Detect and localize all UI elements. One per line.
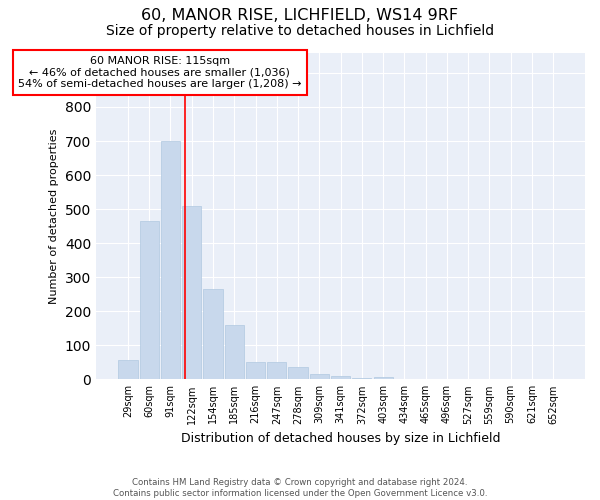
Text: 60 MANOR RISE: 115sqm
← 46% of detached houses are smaller (1,036)
54% of semi-d: 60 MANOR RISE: 115sqm ← 46% of detached … [18,56,302,89]
Bar [203,289,223,380]
Y-axis label: Number of detached properties: Number of detached properties [49,128,59,304]
Text: 60, MANOR RISE, LICHFIELD, WS14 9RF: 60, MANOR RISE, LICHFIELD, WS14 9RF [142,8,458,22]
Bar [310,374,329,380]
Bar [118,360,137,380]
Bar [161,141,180,380]
Bar [267,362,286,380]
Bar [289,368,308,380]
Bar [374,376,392,380]
Bar [352,378,371,380]
Bar [246,362,265,380]
X-axis label: Distribution of detached houses by size in Lichfield: Distribution of detached houses by size … [181,432,500,445]
Bar [225,325,244,380]
Text: Size of property relative to detached houses in Lichfield: Size of property relative to detached ho… [106,24,494,38]
Text: Contains HM Land Registry data © Crown copyright and database right 2024.
Contai: Contains HM Land Registry data © Crown c… [113,478,487,498]
Bar [182,206,202,380]
Bar [140,221,159,380]
Bar [331,376,350,380]
